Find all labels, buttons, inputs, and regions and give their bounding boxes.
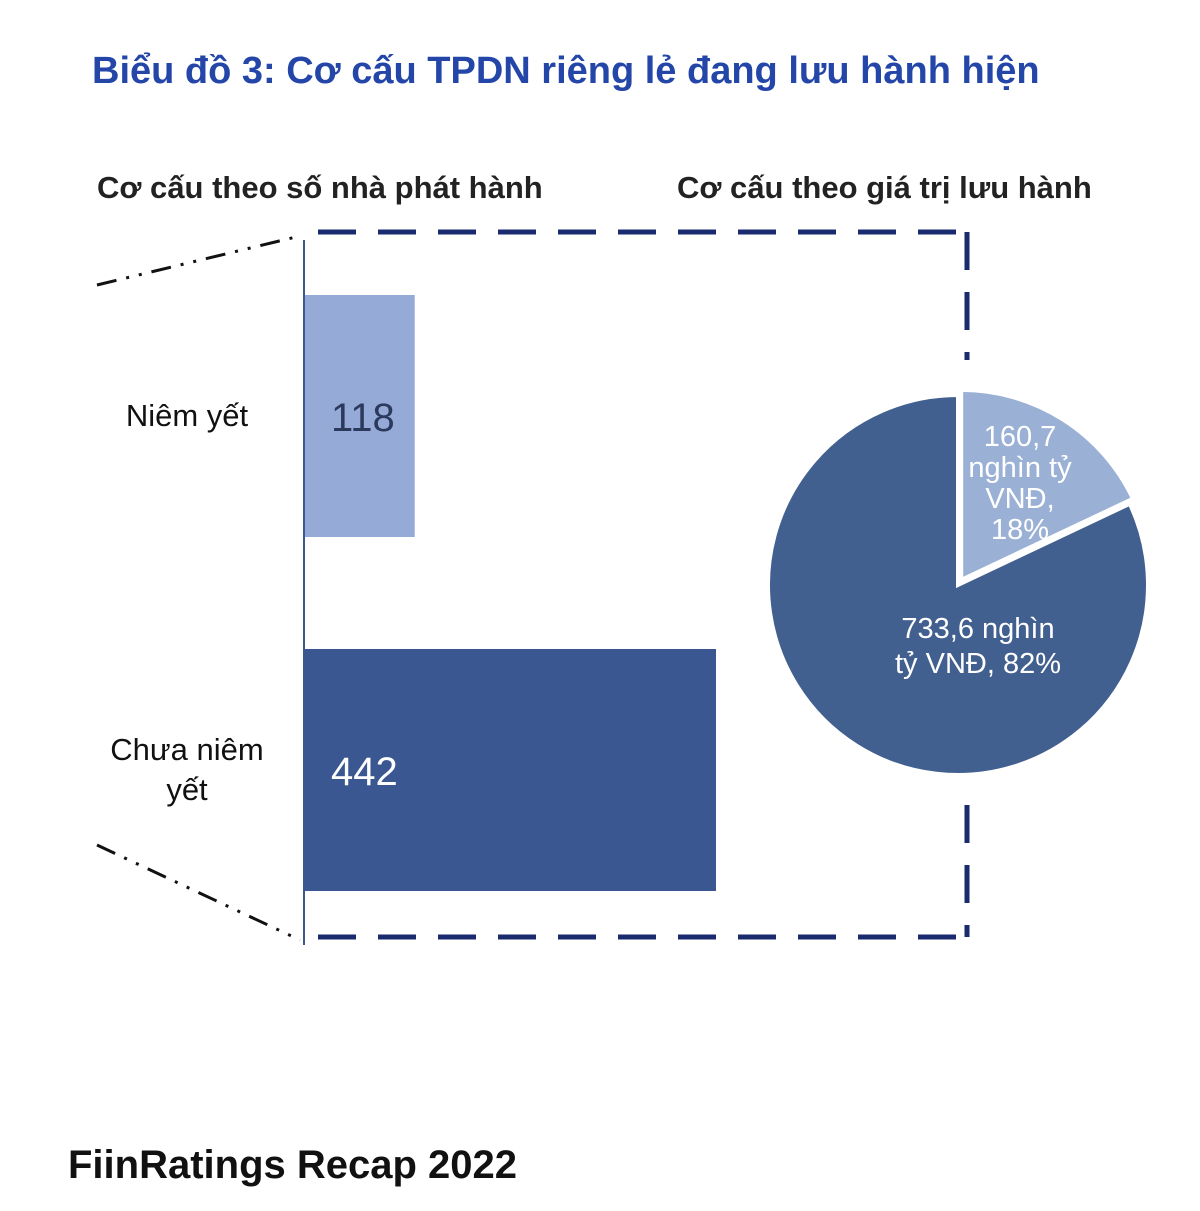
bar-0 [305,295,415,537]
pie-slice-label: VNĐ, [985,483,1054,515]
bar-chart-subtitle: Cơ cấu theo số nhà phát hành [97,170,543,205]
pie-slice-label: 733,6 nghìn [901,613,1054,645]
category-label: Chưa niêm [110,732,263,767]
dashed-frame [318,229,970,940]
bar-1 [305,649,716,891]
pie-slice-label: nghìn tỷ [968,452,1072,484]
pie-chart-subtitle: Cơ cấu theo giá trị lưu hành [677,170,1092,205]
category-label: yết [166,772,208,807]
pie-slice-1 [766,392,1150,777]
zoom-connector-lines [96,234,301,942]
pie-slice-label: tỷ VNĐ, 82% [895,648,1061,680]
footer-source: FiinRatings Recap 2022 [68,1143,518,1187]
chart-title: Biểu đồ 3: Cơ cấu TPDN riêng lẻ đang lưu… [92,50,1040,92]
bar-value-label: 118 [331,396,395,440]
pie-slice-label: 160,7 [984,421,1057,453]
connector-bottom [96,843,301,942]
pie-slice-0 [959,387,1136,584]
bar-value-label: 442 [331,750,398,794]
connector-top [96,234,301,287]
category-label: Niêm yết [126,398,249,433]
pie-slice-label: 18% [991,514,1049,546]
